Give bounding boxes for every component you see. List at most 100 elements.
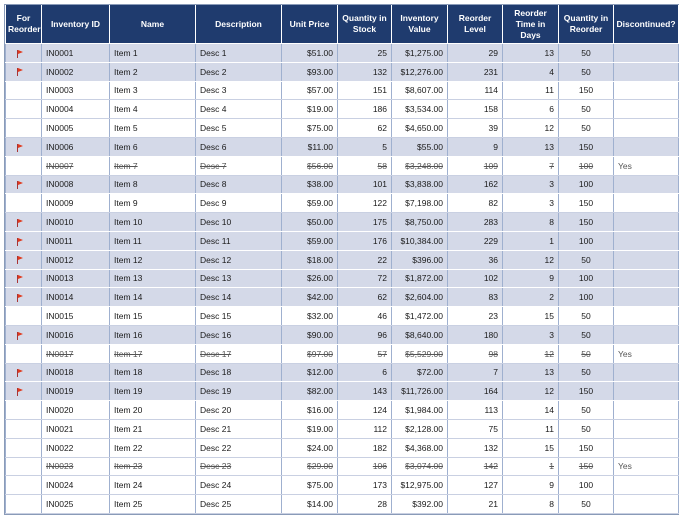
- reorder-level-cell[interactable]: 113: [447, 400, 503, 420]
- inventory-id-cell[interactable]: IN0013: [41, 269, 110, 289]
- description-cell[interactable]: Desc 15: [195, 306, 282, 326]
- reorder-time-cell[interactable]: 15: [502, 306, 559, 326]
- quantity-in-stock-cell[interactable]: 22: [337, 250, 392, 270]
- inventory-id-cell[interactable]: IN0001: [41, 43, 110, 63]
- inventory-id-cell[interactable]: IN0002: [41, 62, 110, 82]
- table-row[interactable]: IN0017 Item 17 Desc 17 $97.00 57 $5,529.00 98 1…: [5, 344, 679, 364]
- quantity-in-reorder-cell[interactable]: 150: [558, 438, 614, 458]
- inventory-value-cell[interactable]: $2,128.00: [391, 419, 448, 439]
- for-reorder-cell[interactable]: [5, 344, 42, 364]
- inventory-id-cell[interactable]: IN0023: [41, 457, 110, 477]
- table-row[interactable]: IN0002 Item 2 Desc 2 $93.00 132 $12,276.00 231…: [5, 62, 679, 82]
- header-for-reorder[interactable]: For Reorder: [5, 5, 42, 44]
- description-cell[interactable]: Desc 21: [195, 419, 282, 439]
- reorder-time-cell[interactable]: 6: [502, 99, 559, 120]
- reorder-time-cell[interactable]: 11: [502, 419, 559, 439]
- reorder-time-cell[interactable]: 9: [502, 475, 559, 496]
- table-row[interactable]: IN0018 Item 18 Desc 18 $12.00 6 $72.00 7 13 50: [5, 363, 679, 383]
- header-quantity-in-stock[interactable]: Quantity in Stock: [337, 5, 392, 44]
- for-reorder-cell[interactable]: [5, 118, 42, 138]
- for-reorder-cell[interactable]: [5, 475, 42, 496]
- description-cell[interactable]: Desc 6: [195, 137, 282, 157]
- unit-price-cell[interactable]: $75.00: [281, 475, 338, 496]
- quantity-in-stock-cell[interactable]: 182: [337, 438, 392, 458]
- quantity-in-reorder-cell[interactable]: 150: [558, 457, 614, 477]
- for-reorder-cell[interactable]: [5, 81, 42, 101]
- unit-price-cell[interactable]: $29.00: [281, 457, 338, 477]
- for-reorder-cell[interactable]: [5, 457, 42, 477]
- inventory-id-cell[interactable]: IN0005: [41, 118, 110, 138]
- unit-price-cell[interactable]: $11.00: [281, 137, 338, 157]
- unit-price-cell[interactable]: $59.00: [281, 231, 338, 251]
- for-reorder-cell[interactable]: [5, 419, 42, 439]
- inventory-value-cell[interactable]: $3,534.00: [391, 99, 448, 120]
- description-cell[interactable]: Desc 19: [195, 381, 282, 402]
- reorder-time-cell[interactable]: 12: [502, 344, 559, 364]
- inventory-value-cell[interactable]: $1,984.00: [391, 400, 448, 420]
- name-cell[interactable]: Item 12: [109, 250, 196, 270]
- for-reorder-cell[interactable]: [5, 99, 42, 120]
- header-inventory-id[interactable]: Inventory ID: [41, 5, 110, 44]
- quantity-in-stock-cell[interactable]: 124: [337, 400, 392, 420]
- inventory-id-cell[interactable]: IN0024: [41, 475, 110, 496]
- table-row[interactable]: IN0011 Item 11 Desc 11 $59.00 176 $10,384.00 2…: [5, 231, 679, 251]
- discontinued-cell[interactable]: [613, 475, 679, 496]
- name-cell[interactable]: Item 16: [109, 325, 196, 345]
- quantity-in-reorder-cell[interactable]: 100: [558, 287, 614, 308]
- table-row[interactable]: IN0013 Item 13 Desc 13 $26.00 72 $1,872.00 102…: [5, 269, 679, 289]
- name-cell[interactable]: Item 25: [109, 494, 196, 514]
- discontinued-cell[interactable]: [613, 231, 679, 251]
- inventory-value-cell[interactable]: $72.00: [391, 363, 448, 383]
- quantity-in-reorder-cell[interactable]: 50: [558, 62, 614, 82]
- unit-price-cell[interactable]: $59.00: [281, 193, 338, 214]
- description-cell[interactable]: Desc 12: [195, 250, 282, 270]
- header-reorder-time[interactable]: Reorder Time in Days: [502, 5, 559, 44]
- table-row[interactable]: IN0005 Item 5 Desc 5 $75.00 62 $4,650.00 39 12 5…: [5, 118, 679, 138]
- for-reorder-cell[interactable]: [5, 193, 42, 214]
- discontinued-cell[interactable]: [613, 99, 679, 120]
- unit-price-cell[interactable]: $75.00: [281, 118, 338, 138]
- discontinued-cell[interactable]: Yes: [613, 457, 679, 477]
- description-cell[interactable]: Desc 18: [195, 363, 282, 383]
- table-row[interactable]: IN0019 Item 19 Desc 19 $82.00 143 $11,726.00 1…: [5, 381, 679, 402]
- reorder-time-cell[interactable]: 9: [502, 269, 559, 289]
- inventory-id-cell[interactable]: IN0008: [41, 175, 110, 195]
- unit-price-cell[interactable]: $82.00: [281, 381, 338, 402]
- for-reorder-cell[interactable]: [5, 363, 42, 383]
- discontinued-cell[interactable]: [613, 175, 679, 195]
- inventory-value-cell[interactable]: $8,640.00: [391, 325, 448, 345]
- name-cell[interactable]: Item 24: [109, 475, 196, 496]
- inventory-value-cell[interactable]: $392.00: [391, 494, 448, 514]
- header-discontinued[interactable]: Discontinued?: [613, 5, 679, 44]
- unit-price-cell[interactable]: $16.00: [281, 400, 338, 420]
- quantity-in-stock-cell[interactable]: 173: [337, 475, 392, 496]
- inventory-value-cell[interactable]: $2,604.00: [391, 287, 448, 308]
- name-cell[interactable]: Item 20: [109, 400, 196, 420]
- reorder-time-cell[interactable]: 1: [502, 457, 559, 477]
- quantity-in-stock-cell[interactable]: 62: [337, 118, 392, 138]
- name-cell[interactable]: Item 3: [109, 81, 196, 101]
- reorder-time-cell[interactable]: 12: [502, 381, 559, 402]
- quantity-in-reorder-cell[interactable]: 50: [558, 400, 614, 420]
- inventory-id-cell[interactable]: IN0012: [41, 250, 110, 270]
- discontinued-cell[interactable]: [613, 325, 679, 345]
- quantity-in-stock-cell[interactable]: 46: [337, 306, 392, 326]
- quantity-in-stock-cell[interactable]: 6: [337, 363, 392, 383]
- reorder-time-cell[interactable]: 2: [502, 287, 559, 308]
- reorder-time-cell[interactable]: 15: [502, 438, 559, 458]
- discontinued-cell[interactable]: [613, 381, 679, 402]
- for-reorder-cell[interactable]: [5, 287, 42, 308]
- inventory-value-cell[interactable]: $396.00: [391, 250, 448, 270]
- inventory-id-cell[interactable]: IN0025: [41, 494, 110, 514]
- inventory-id-cell[interactable]: IN0004: [41, 99, 110, 120]
- for-reorder-cell[interactable]: [5, 231, 42, 251]
- quantity-in-reorder-cell[interactable]: 50: [558, 363, 614, 383]
- inventory-id-cell[interactable]: IN0017: [41, 344, 110, 364]
- for-reorder-cell[interactable]: [5, 250, 42, 270]
- header-description[interactable]: Description: [195, 5, 282, 44]
- quantity-in-reorder-cell[interactable]: 150: [558, 212, 614, 232]
- unit-price-cell[interactable]: $90.00: [281, 325, 338, 345]
- name-cell[interactable]: Item 9: [109, 193, 196, 214]
- unit-price-cell[interactable]: $19.00: [281, 99, 338, 120]
- reorder-time-cell[interactable]: 8: [502, 494, 559, 514]
